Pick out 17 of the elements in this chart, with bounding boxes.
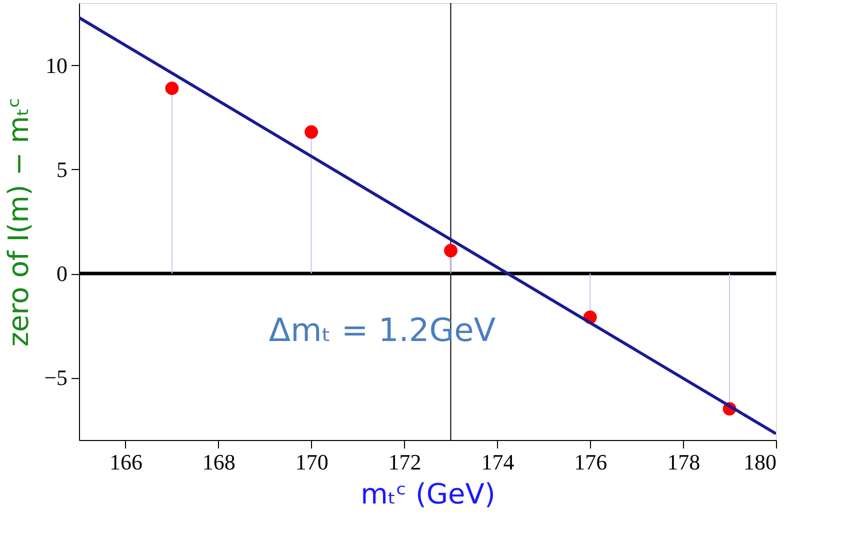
y-tick-label: 5 [56,156,68,182]
x-tick-label: 178 [667,450,700,474]
x-tick-label: 180 [744,450,776,474]
y-tick-label: 10 [46,52,68,78]
x-tick-label: 176 [574,450,608,474]
x-axis-title: mₜᶜ (GeV) [360,478,496,510]
y-axis-title: zero of I(m) − mₜᶜ [2,97,36,347]
point [304,125,318,139]
x-tick-label: 166 [109,450,142,474]
x-tick-label: 168 [202,450,236,474]
x-tick-label: 170 [295,450,328,474]
point [165,82,179,96]
y-tick-label: 0 [56,261,68,286]
point [444,244,458,258]
y-tick-label: −5 [44,365,68,390]
x-tick-label: 174 [481,450,514,474]
x-tick-label: 172 [388,450,422,474]
